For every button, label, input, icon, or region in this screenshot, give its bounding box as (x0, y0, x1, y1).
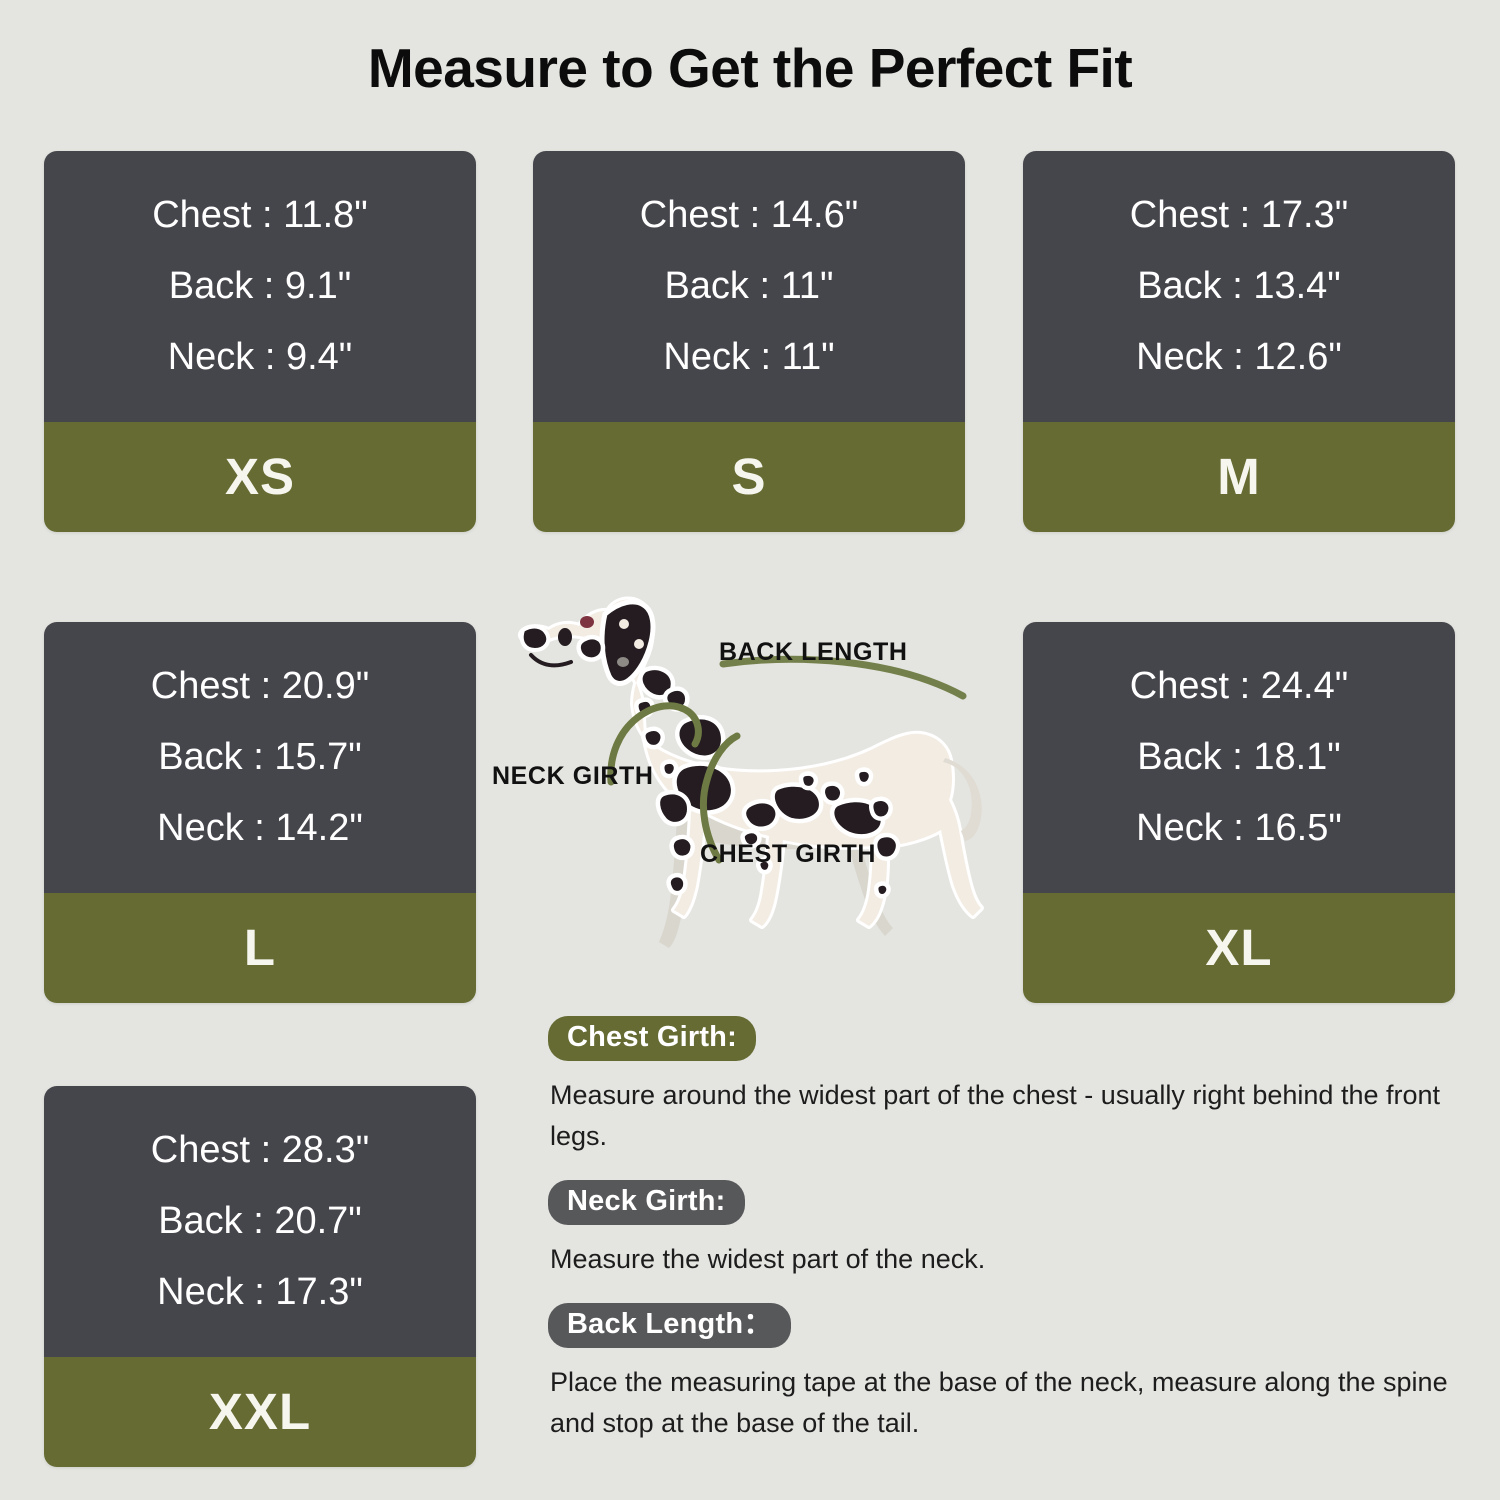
size-card-xxl: Chest : 28.3" Back : 20.7" Neck : 17.3" … (44, 1086, 476, 1467)
neck-girth-badge: Neck Girth: (548, 1180, 745, 1226)
neck-measurement: Neck : 11" (663, 335, 835, 378)
instruction-back-length: Back Length： Place the measuring tape at… (548, 1303, 1458, 1444)
chest-girth-badge: Chest Girth: (548, 1016, 756, 1061)
dog-measurement-diagram (483, 592, 1023, 962)
neck-measurement: Neck : 16.5" (1136, 806, 1342, 849)
neck-measurement: Neck : 14.2" (157, 806, 363, 849)
size-card-measurements: Chest : 17.3" Back : 13.4" Neck : 12.6" (1023, 151, 1455, 422)
dog-spots (576, 635, 901, 899)
size-card-measurements: Chest : 28.3" Back : 20.7" Neck : 17.3" (44, 1086, 476, 1357)
chest-measurement: Chest : 28.3" (150, 1129, 370, 1171)
instruction-neck-girth: Neck Girth: Measure the widest part of t… (548, 1180, 1458, 1280)
size-card-measurements: Chest : 20.9" Back : 15.7" Neck : 14.2" (44, 622, 476, 893)
diagram-label-back-length: BACK LENGTH (719, 638, 908, 666)
back-length-badge: Back Length： (548, 1303, 792, 1349)
diagram-label-chest-girth: CHEST GIRTH (700, 840, 877, 868)
neck-measurement: Neck : 17.3" (157, 1270, 363, 1313)
neck-girth-description: Measure the widest part of the neck. (550, 1244, 986, 1275)
size-label: S (731, 448, 767, 506)
instruction-chest-girth: Chest Girth: Measure around the widest p… (548, 1016, 1458, 1157)
chest-girth-description: Measure around the widest part of the ch… (550, 1080, 1441, 1152)
size-card-measurements: Chest : 11.8" Back : 9.1" Neck : 9.4" (44, 151, 476, 422)
chest-measurement: Chest : 11.8" (152, 194, 368, 236)
size-card-xl: Chest : 24.4" Back : 18.1" Neck : 16.5" … (1023, 622, 1455, 1003)
neck-measurement: Neck : 9.4" (167, 335, 353, 378)
page-title: Measure to Get the Perfect Fit (367, 37, 1133, 99)
size-label-banner: S (533, 421, 965, 532)
back-measurement: Back : 13.4" (1137, 264, 1341, 307)
size-card-measurements: Chest : 24.4" Back : 18.1" Neck : 16.5" (1023, 622, 1455, 893)
measuring-instructions: Chest Girth: Measure around the widest p… (548, 1016, 1458, 1457)
spacer (548, 1170, 1458, 1180)
neck-measurement: Neck : 12.6" (1136, 335, 1342, 378)
back-measurement: Back : 11" (664, 264, 834, 307)
size-label: L (243, 919, 277, 977)
size-label-banner: XS (44, 421, 476, 532)
chest-girth-line (699, 732, 741, 864)
size-label-banner: XXL (44, 1356, 476, 1467)
dog-face (519, 616, 594, 668)
size-card-s: Chest : 14.6" Back : 11" Neck : 11" S (533, 151, 965, 532)
size-card-measurements: Chest : 14.6" Back : 11" Neck : 11" (533, 151, 965, 422)
dog-ear (599, 599, 656, 686)
size-label: XS (224, 448, 296, 506)
size-label-banner: XL (1023, 892, 1455, 1003)
size-label-banner: L (44, 892, 476, 1003)
chest-measurement: Chest : 20.9" (150, 665, 370, 707)
spacer (548, 1293, 1458, 1303)
diagram-label-neck-girth: NECK GIRTH (492, 762, 654, 790)
measurement-lines (607, 655, 967, 864)
back-measurement: Back : 15.7" (158, 735, 362, 778)
chest-measurement: Chest : 17.3" (1129, 194, 1349, 236)
chest-measurement: Chest : 14.6" (639, 194, 859, 236)
size-card-m: Chest : 17.3" Back : 13.4" Neck : 12.6" … (1023, 151, 1455, 532)
size-label-banner: M (1023, 421, 1455, 532)
back-measurement: Back : 18.1" (1137, 735, 1341, 778)
size-card-l: Chest : 20.9" Back : 15.7" Neck : 14.2" … (44, 622, 476, 1003)
chest-measurement: Chest : 24.4" (1129, 665, 1349, 707)
back-measurement: Back : 9.1" (168, 264, 352, 307)
back-measurement: Back : 20.7" (158, 1199, 362, 1242)
size-label: XXL (208, 1383, 312, 1441)
size-card-xs: Chest : 11.8" Back : 9.1" Neck : 9.4" XS (44, 151, 476, 532)
neck-girth-line (607, 702, 702, 786)
size-label: XL (1205, 919, 1273, 977)
back-length-description: Place the measuring tape at the base of … (550, 1367, 1448, 1439)
size-label: M (1217, 448, 1261, 506)
